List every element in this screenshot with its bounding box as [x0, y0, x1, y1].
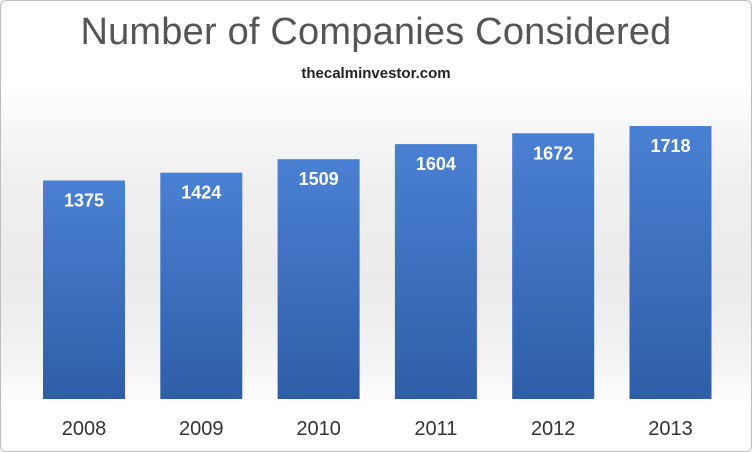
data-label-2013: 1718 [650, 136, 690, 156]
data-label-2011: 1604 [416, 154, 456, 174]
bars-group [43, 126, 712, 400]
data-label-2009: 1424 [181, 183, 221, 203]
x-tick-label-2010: 2010 [296, 418, 341, 440]
bar-2012 [512, 133, 595, 400]
data-labels-group: 1375 1424 1509 1604 1672 1718 [64, 136, 691, 211]
data-label-2010: 1509 [299, 169, 339, 189]
x-tick-label-2012: 2012 [531, 418, 576, 440]
chart-subtitle: thecalminvestor.com [301, 65, 451, 82]
bar-2011 [394, 144, 477, 399]
x-tick-label-2013: 2013 [648, 418, 693, 440]
x-tick-label-2008: 2008 [62, 418, 107, 440]
x-tick-labels-group: 2008 2009 2010 2011 2012 2013 [62, 418, 693, 440]
bar-2008 [43, 180, 125, 399]
x-tick-label-2009: 2009 [179, 418, 224, 440]
chart-title: Number of Companies Considered [80, 11, 672, 53]
bar-2010 [277, 159, 360, 399]
data-label-2008: 1375 [64, 191, 104, 211]
bar-2013 [629, 126, 712, 399]
bar-2009 [160, 172, 243, 399]
data-label-2012: 1672 [533, 143, 573, 163]
x-tick-label-2011: 2011 [414, 418, 457, 440]
